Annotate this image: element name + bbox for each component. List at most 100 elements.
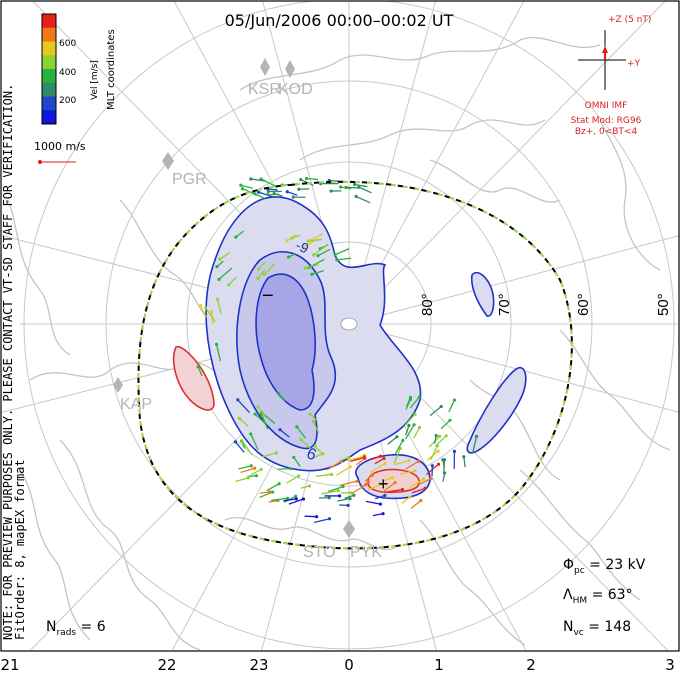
velocity-vector-origin	[444, 434, 448, 438]
velocity-vector-origin	[306, 239, 311, 243]
lat-label-50: 50°	[655, 293, 672, 316]
velocity-vector	[277, 467, 291, 470]
velocity-vector-origin	[262, 272, 267, 277]
dawn-cell-inner	[367, 468, 420, 494]
velocity-vector-origin	[352, 493, 356, 497]
colorbar-tick-400: 400	[59, 68, 76, 78]
velocity-vector	[405, 460, 419, 470]
velocity-vector	[305, 264, 319, 269]
dawn-blob-north	[471, 271, 495, 317]
velocity-vector	[359, 481, 369, 490]
velocity-vector-origin	[357, 185, 361, 189]
velocity-vector-origin	[378, 502, 383, 506]
velocity-vector	[286, 234, 297, 242]
velocity-vector-origin	[217, 277, 221, 281]
velocity-vector	[410, 500, 422, 509]
velocity-vector-origin	[316, 253, 320, 258]
colorbar-segment	[42, 110, 56, 125]
pole-marker	[340, 317, 358, 331]
velocity-vector	[335, 466, 351, 476]
colorbar-segment	[42, 69, 56, 84]
station-kap: KAP	[120, 396, 152, 413]
velocity-vector-origin	[249, 177, 253, 181]
velocity-vector-origin	[294, 494, 298, 498]
stat-lambda-hm: ΛHM = 63°	[563, 587, 633, 606]
velocity-vector	[405, 425, 410, 436]
velocity-vector-origin	[436, 462, 441, 466]
velocity-vector-origin	[301, 497, 306, 501]
velocity-vector-origin	[413, 469, 417, 473]
velocity-vector-origin	[423, 486, 427, 490]
velocity-vector	[287, 191, 298, 196]
velocity-vector-origin	[474, 434, 479, 438]
velocity-vector-origin	[407, 459, 411, 463]
imf-dial: +Z (5 nT) +Y OMNI IMF Stat Mod: RG96 Bz+…	[571, 15, 652, 137]
velocity-vector-origin	[294, 497, 298, 501]
velocity-vector	[215, 344, 222, 362]
velocity-vector	[355, 195, 371, 204]
dawn-blob-east	[466, 367, 527, 454]
velocity-vector	[300, 439, 312, 450]
velocity-vector	[257, 268, 266, 279]
velocity-vector-origin	[441, 458, 445, 462]
velocity-vector	[430, 445, 438, 461]
plot-frame	[0, 0, 680, 652]
velocity-vector-origin	[393, 481, 397, 485]
velocity-vector	[257, 406, 267, 419]
velocity-vector-origin	[434, 434, 438, 438]
stat-phi-pc: Φpc = 23 kV	[563, 557, 646, 576]
velocity-vector	[355, 457, 366, 466]
velocity-vector	[339, 480, 358, 486]
velocity-vector	[374, 457, 385, 465]
velocity-vector-origin	[348, 496, 352, 501]
velocity-vector-origin	[382, 456, 386, 461]
velocity-vector	[250, 178, 266, 182]
velocity-vector	[250, 468, 262, 476]
velocity-vector-origin	[452, 449, 457, 453]
velocity-vector-origin	[303, 266, 308, 270]
velocity-vector	[372, 513, 384, 517]
velocity-vector	[394, 460, 410, 466]
mlt-tick-0: 0	[344, 656, 354, 674]
velocity-vector-origin	[401, 438, 405, 442]
velocity-vector-origin	[339, 185, 343, 189]
velocity-vector-origin	[271, 490, 275, 494]
velocity-vector	[237, 399, 250, 414]
velocity-vector-origin	[236, 398, 240, 402]
velocity-vector	[311, 232, 324, 241]
velocity-vector	[321, 489, 339, 495]
colorbar-segment	[42, 82, 56, 97]
velocity-vector	[263, 263, 276, 275]
velocity-vector	[296, 426, 306, 439]
colorbar-segment	[42, 14, 56, 29]
dusk-cell-inner	[255, 273, 316, 411]
velocity-vector-origin	[333, 253, 337, 257]
velocity-vector	[315, 473, 332, 477]
velocity-vector-origin	[354, 194, 358, 199]
velocity-vector-origin	[339, 459, 343, 463]
velocity-vector	[448, 399, 456, 413]
velocity-vector	[313, 518, 330, 524]
velocity-vector	[261, 452, 277, 458]
velocity-vector-origin	[315, 515, 319, 519]
velocity-vector-origin	[295, 425, 299, 429]
velocity-vector	[387, 436, 398, 445]
velocity-vector-origin	[438, 434, 442, 438]
velocity-vector-origin	[253, 412, 257, 416]
velocity-vector-origin	[349, 491, 353, 495]
colorbar-tick-600: 600	[59, 39, 76, 49]
velocity-vector-origin	[285, 496, 290, 500]
velocity-vector-origin	[400, 487, 405, 492]
velocity-vector	[399, 470, 416, 475]
velocity-vector-origin	[313, 444, 317, 448]
velocity-vector-origin	[246, 476, 250, 480]
fit-order-note: FitOrder: 8, mapEX format	[13, 459, 27, 640]
reference-vector: 1000 m/s	[34, 140, 86, 164]
velocity-vector	[394, 440, 404, 454]
station-pyk: PYK	[350, 544, 382, 561]
velocity-vector-origin	[288, 467, 292, 471]
latitude-labels: 80° 70° 60° 50°	[419, 293, 672, 316]
velocity-vector	[293, 456, 301, 468]
velocity-vector-origin	[421, 477, 425, 481]
velocity-vector-origin	[329, 189, 333, 193]
